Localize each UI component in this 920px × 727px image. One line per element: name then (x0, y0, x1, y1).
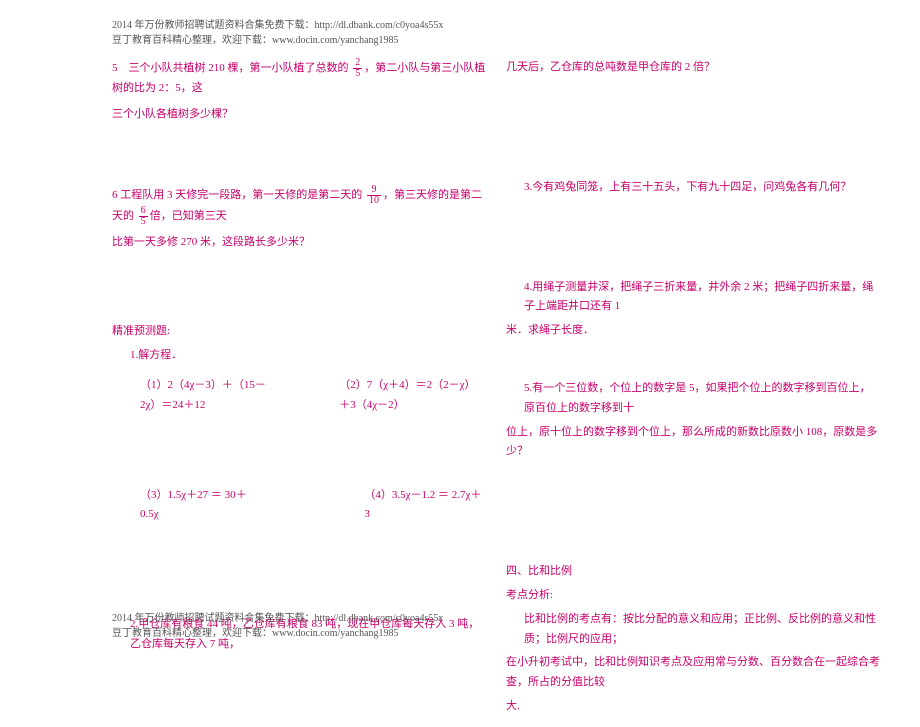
problem-4b: 米．求绳子长度． (506, 321, 880, 341)
problem-6: 6 工程队用 3 天修完一段路，第一天修的是第二天的 9 10 ，第三天修的是第… (112, 185, 486, 227)
eq-row-1: （1）2（4χ－3）＋（15－2χ）＝24＋12 （2）7（χ＋4）＝2（2－χ… (140, 376, 486, 416)
section-4-b: 比和比例的考点有：按比分配的意义和应用；正比例、反比例的意义和性质；比例尺的应用… (524, 610, 880, 650)
right-column: 几天后，乙仓库的总吨数是甲仓库的 2 倍？ 3.今有鸡兔同笼，上有三十五头，下有… (506, 52, 880, 717)
p5-text-c: 三个小队各植树多少棵？ (112, 105, 486, 125)
problem-4a: 4.用绳子测量井深，把绳子三折来量，井外余 2 米；把绳子四折来量，绳子上端距井… (524, 278, 880, 318)
predict-title: 精准预测题: (112, 322, 486, 342)
eq4: （4）3.5χ－1.2 ＝ 2.7χ＋3 (364, 486, 486, 526)
p6-text-c: 倍，已知第三天 (150, 210, 227, 222)
section-4-title: 四、比和比例 (506, 562, 880, 582)
frac-den: 5 (139, 217, 148, 227)
p6-text-d: 比第一天多修 270 米，这段路长多少米？ (112, 233, 486, 253)
problem-5b: 位上，原十位上的数字移到个位上，那么所成的新数比原数小 108，原数是多少？ (506, 423, 880, 463)
footer: 2014 年万份教师招聘试题资料合集免费下载：http://dl.dbank.c… (112, 611, 443, 641)
section-4-c: 在小升初考试中，比和比例知识考点及应用常与分数、百分数合在一起综合考查，所占的分… (506, 653, 880, 693)
footer-line-1: 2014 年万份教师招聘试题资料合集免费下载：http://dl.dbank.c… (112, 611, 443, 626)
solve-eq-title: 1.解方程． (130, 346, 486, 366)
p6-text-a: 6 工程队用 3 天修完一段路，第一天修的是第二天的 (112, 189, 362, 201)
p5-fraction: 2 5 (353, 58, 362, 79)
frac-den: 5 (353, 69, 362, 79)
frac-num: 6 (139, 206, 148, 217)
section-4-d: 大. (506, 697, 880, 717)
eq-row-2: （3）1.5χ＋27 ＝ 30＋0.5χ （4）3.5χ－1.2 ＝ 2.7χ＋… (140, 486, 486, 526)
problem-5: 5 三个小队共植树 210 棵，第一小队植了总数的 2 5 ，第二小队与第三小队… (112, 58, 486, 99)
p5-text-a: 5 三个小队共植树 210 棵，第一小队植了总数的 (112, 62, 349, 74)
footer-line-2: 豆丁教育百科精心整理，欢迎下载：www.docin.com/yanchang19… (112, 626, 443, 641)
eq1: （1）2（4χ－3）＋（15－2χ）＝24＋12 (140, 376, 279, 416)
problem-5a: 5.有一个三位数，个位上的数字是 5，如果把个位上的数字移到百位上，原百位上的数… (524, 379, 880, 419)
eq3: （3）1.5χ＋27 ＝ 30＋0.5χ (140, 486, 264, 526)
header-line-1: 2014 年万份教师招聘试题资料合集免费下载：http://dl.dbank.c… (112, 18, 880, 33)
section-4-a: 考点分析: (506, 586, 880, 606)
header-line-2: 豆丁教育百科精心整理，欢迎下载：www.docin.com/yanchang19… (112, 33, 880, 48)
p6-frac1: 9 10 (367, 185, 381, 206)
r-cont: 几天后，乙仓库的总吨数是甲仓库的 2 倍？ (506, 58, 880, 78)
problem-3: 3.今有鸡兔同笼，上有三十五头，下有九十四足，问鸡兔各有几何？ (524, 178, 880, 198)
frac-num: 9 (367, 185, 381, 196)
eq2: （2）7（χ＋4）＝2（2－χ）＋3（4χ－2） (339, 376, 486, 416)
frac-den: 10 (367, 196, 381, 206)
p6-frac2: 6 5 (139, 206, 148, 227)
